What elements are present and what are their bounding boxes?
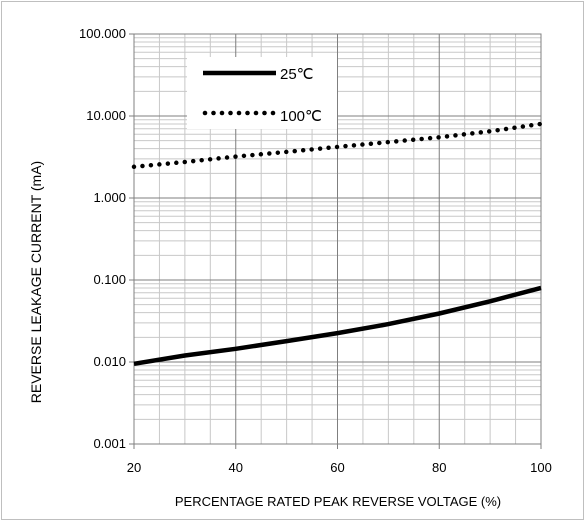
y-tick-label: 0.100: [93, 272, 126, 287]
y-tick-label: 10.000: [86, 108, 126, 123]
y-tick-label: 100.000: [79, 26, 126, 41]
legend-dot: [236, 110, 242, 116]
legend-dot: [270, 110, 276, 116]
legend-label-100c: 100℃: [280, 108, 322, 125]
legend-label-25c: 25℃: [280, 66, 314, 83]
x-tick-label: 60: [330, 460, 344, 475]
y-axis-ticks: 0.001 0.010 0.100 1.000 10.000 100.000: [79, 26, 134, 451]
series-line-100c: [131, 121, 544, 170]
legend: 25℃ 100℃: [187, 57, 337, 129]
y-axis-label: REVERSE LEAKAGE CURRENT (mA): [28, 161, 44, 403]
series-layer: [131, 121, 544, 367]
x-tick-label: 100: [530, 460, 552, 475]
legend-dot: [245, 110, 250, 116]
legend-dot: [202, 110, 208, 116]
legend-dot: [211, 110, 216, 116]
x-axis-label: PERCENTAGE RATED PEAK REVERSE VOLTAGE (%…: [175, 494, 501, 509]
legend-dot: [228, 110, 233, 116]
legend-box: [187, 57, 337, 129]
x-tick-label: 20: [127, 460, 141, 475]
legend-swatch-100c: [202, 110, 276, 116]
y-tick-label: 0.001: [93, 436, 126, 451]
legend-dot: [219, 110, 225, 116]
y-tick-label: 0.010: [93, 354, 126, 369]
legend-dot: [253, 110, 259, 116]
legend-dot: [262, 110, 267, 116]
x-tick-label: 80: [432, 460, 446, 475]
x-axis-ticks: 20 40 60 80 100: [127, 444, 552, 475]
y-tick-label: 1.000: [93, 190, 126, 205]
series-line-25c: [133, 285, 542, 367]
x-tick-label: 40: [229, 460, 243, 475]
